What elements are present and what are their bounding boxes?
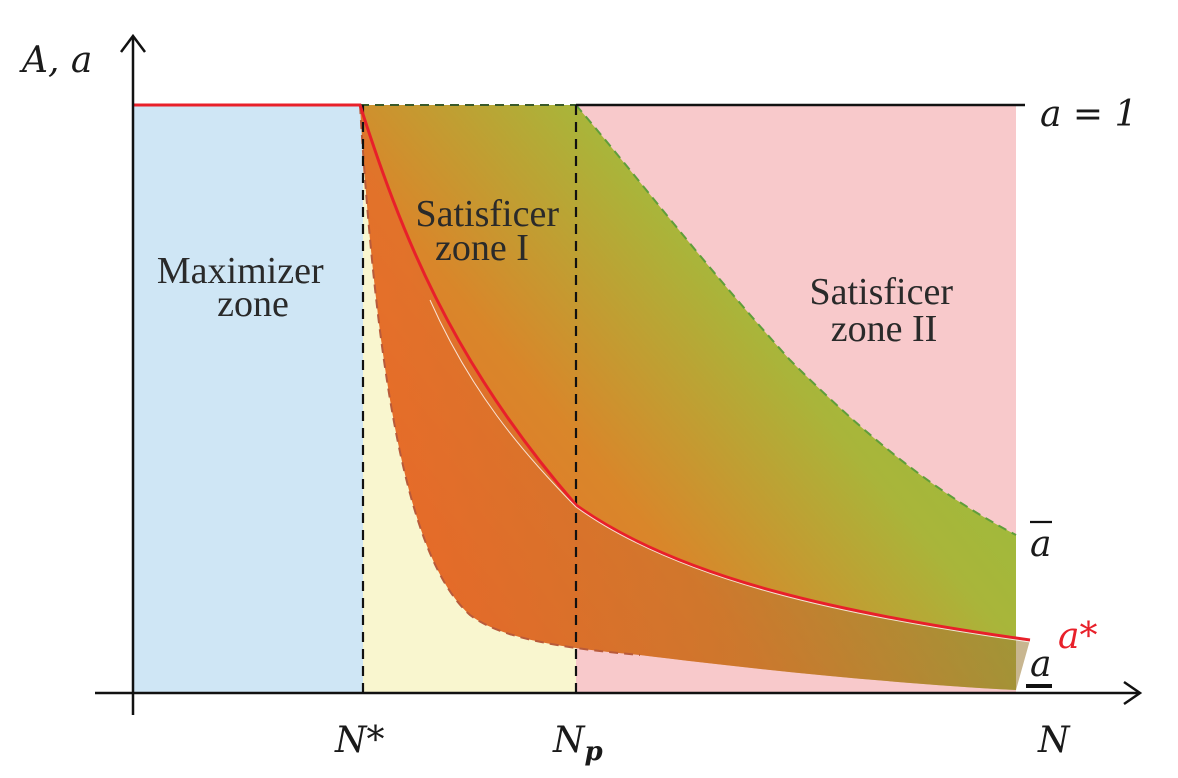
lower-band	[360, 105, 1030, 690]
a-star-highlight	[429, 299, 1031, 643]
maximizer-zone-line-2: zone	[217, 283, 289, 325]
satisficer-zone-1-line-1: Satisficer	[415, 193, 559, 235]
satisficer-zone-1-label: Satisficer zone I	[415, 193, 568, 269]
satisficer-zone-2-line-1: Satisficer	[809, 271, 953, 313]
satisficer-zone-2-line-2: zone II	[831, 308, 938, 350]
satisficer-zone-1-line-2: zone I	[435, 227, 529, 269]
y-axis-label: A, a	[19, 40, 92, 81]
a-under-label: a	[1030, 644, 1051, 685]
np-label: Np	[552, 720, 603, 767]
a-star-curve	[133, 103, 1031, 642]
a-equals-1-label: a = 1	[1040, 94, 1137, 135]
np-label-main: N	[552, 720, 586, 761]
maximizer-zone-line-1: Maximizer	[157, 250, 324, 292]
a-star-label: a*	[1058, 616, 1097, 657]
x-axis-arrow	[1123, 680, 1143, 706]
a-bar-label: a	[1030, 524, 1051, 565]
x-axis-label: N	[1037, 720, 1071, 761]
np-label-sub: p	[585, 737, 603, 767]
maximizer-zone-label: Maximizer zone	[157, 250, 333, 325]
a-bar-curve	[575, 104, 1017, 536]
satisficer-zone-2-label: Satisficer zone II	[809, 271, 962, 350]
y-axis-arrow	[120, 33, 146, 53]
maximizer-zone-area	[133, 105, 363, 693]
a-under-curve	[359, 104, 641, 656]
n-star-label: N*	[334, 720, 385, 761]
